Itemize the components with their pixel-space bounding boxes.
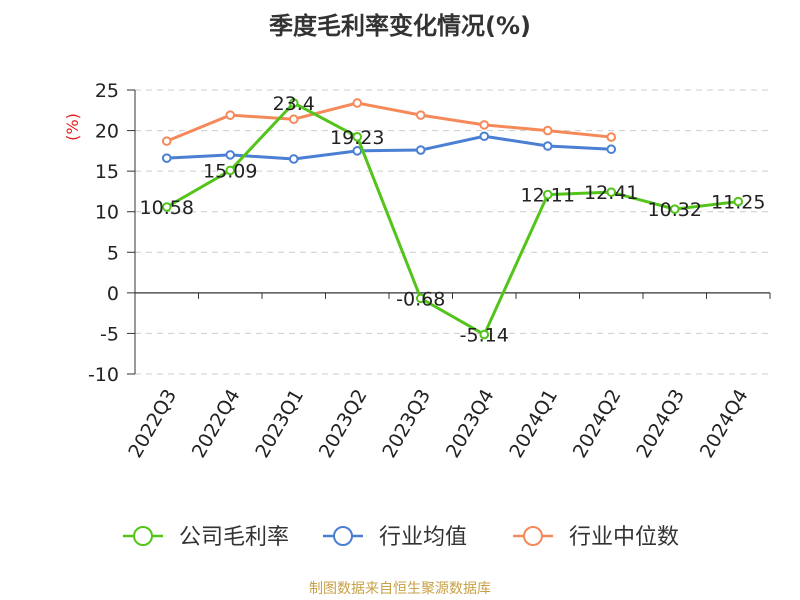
data-point bbox=[415, 293, 426, 304]
y-tick-label: 15 bbox=[95, 161, 119, 183]
series-line bbox=[166, 101, 739, 337]
grid-lines bbox=[135, 89, 770, 375]
data-label: 12.11 bbox=[521, 185, 575, 207]
x-tick-label: 2023Q1 bbox=[251, 386, 308, 462]
data-point bbox=[542, 141, 553, 151]
data-point bbox=[733, 196, 744, 207]
y-tick-label: -10 bbox=[88, 364, 119, 386]
x-tick-label: 2023Q4 bbox=[442, 386, 499, 462]
y-tick-label: 10 bbox=[95, 202, 119, 224]
data-point bbox=[225, 110, 236, 120]
data-point bbox=[225, 150, 236, 160]
data-point bbox=[479, 120, 490, 130]
data-label: 11.25 bbox=[711, 192, 765, 214]
data-point bbox=[606, 144, 617, 155]
x-tick-label: 2023Q3 bbox=[378, 386, 435, 462]
data-labels: 10.58 15.09 23.4 19.23 -0.68 -5.14 12.11 12.41 1… bbox=[140, 93, 766, 347]
series-line bbox=[166, 101, 612, 143]
source-footer: 制图数据来自恒生聚源数据库 bbox=[309, 581, 491, 597]
data-label: -0.68 bbox=[396, 288, 445, 310]
series-line bbox=[166, 134, 612, 161]
legend-marker bbox=[523, 526, 543, 546]
data-point bbox=[415, 145, 426, 155]
data-point bbox=[352, 98, 363, 108]
data-label: 23.4 bbox=[273, 93, 315, 115]
legend-marker bbox=[333, 526, 353, 546]
data-label: 12.41 bbox=[584, 182, 638, 204]
x-tick-label: 2024Q3 bbox=[632, 386, 689, 462]
data-point bbox=[288, 98, 299, 108]
data-point bbox=[542, 189, 553, 200]
legend-label: 行业中位数 bbox=[569, 525, 679, 550]
data-label: 10.58 bbox=[140, 197, 194, 219]
y-axis-label: (%) bbox=[63, 113, 82, 141]
data-label: 19.23 bbox=[330, 127, 384, 149]
legend: 公司毛利率 行业均值 行业中位数 bbox=[123, 525, 679, 550]
data-point bbox=[479, 131, 490, 142]
data-point bbox=[161, 153, 172, 163]
data-point bbox=[606, 132, 617, 142]
y-tick-label: -5 bbox=[100, 323, 119, 345]
data-point bbox=[161, 136, 172, 146]
data-point bbox=[415, 110, 426, 120]
x-tick-label: 2023Q2 bbox=[315, 386, 372, 462]
y-tick-label: 20 bbox=[95, 121, 119, 143]
data-point bbox=[225, 165, 236, 176]
data-point bbox=[542, 125, 553, 136]
data-label: 15.09 bbox=[203, 160, 257, 182]
data-point bbox=[161, 202, 172, 212]
data-point bbox=[352, 132, 363, 142]
legend-label: 行业均值 bbox=[379, 525, 467, 550]
y-tick-label: 0 bbox=[107, 283, 119, 305]
data-point bbox=[479, 329, 490, 340]
x-tick-label: 2022Q3 bbox=[124, 386, 181, 462]
x-tick-label: 2024Q2 bbox=[569, 386, 626, 462]
data-label: -5.14 bbox=[460, 325, 509, 347]
x-tick-label: 2024Q4 bbox=[696, 386, 753, 462]
data-point bbox=[669, 204, 680, 214]
legend-label: 公司毛利率 bbox=[179, 525, 289, 550]
data-point bbox=[288, 114, 299, 125]
y-tick-label: 5 bbox=[107, 242, 119, 264]
data-point bbox=[606, 187, 617, 197]
x-tick-label: 2024Q1 bbox=[505, 386, 562, 462]
data-point bbox=[352, 146, 363, 156]
chart-title: 季度毛利率变化情况(%) bbox=[269, 12, 531, 40]
legend-marker bbox=[133, 526, 153, 546]
series-lines bbox=[161, 98, 744, 340]
data-label: 10.32 bbox=[648, 199, 702, 221]
y-tick-label: 25 bbox=[95, 80, 119, 102]
data-point bbox=[288, 154, 299, 164]
x-tick-label: 2022Q4 bbox=[188, 386, 245, 462]
